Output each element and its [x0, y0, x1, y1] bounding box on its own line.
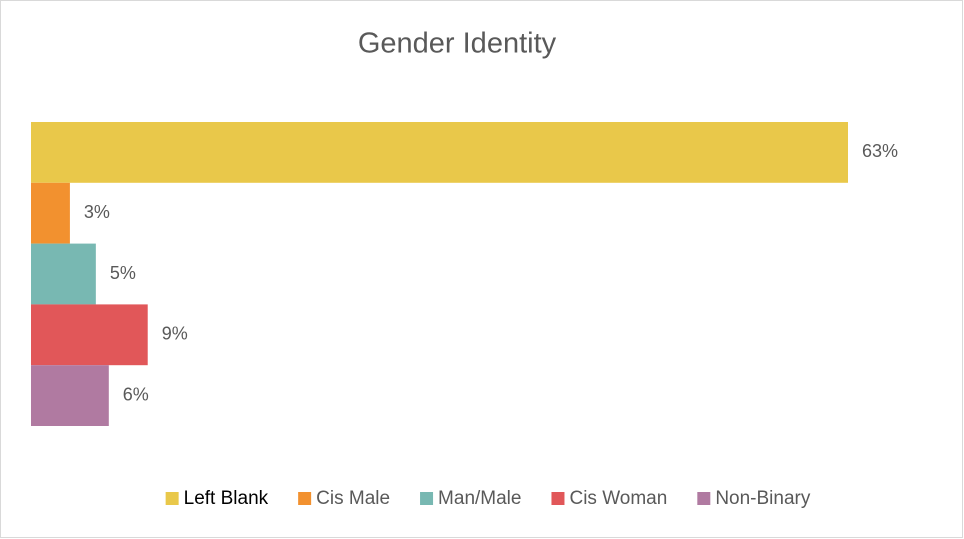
- bar: [31, 243, 96, 305]
- bar: [31, 365, 109, 426]
- bar: [31, 304, 148, 366]
- data-label: 9%: [162, 324, 188, 344]
- legend-swatch: [165, 492, 179, 505]
- legend-label: Cis Male: [316, 488, 390, 509]
- data-label: 63%: [862, 141, 898, 161]
- chart-title: Gender Identity: [358, 28, 557, 60]
- legend-swatch: [420, 492, 434, 505]
- legend-swatch: [298, 492, 312, 505]
- legend-label: Non-Binary: [715, 488, 811, 509]
- legend-label: Man/Male: [438, 488, 521, 509]
- data-label: 5%: [110, 263, 136, 283]
- data-label: 6%: [123, 384, 149, 404]
- data-label: 3%: [84, 202, 110, 222]
- bar: [31, 122, 848, 183]
- bar: [31, 182, 70, 244]
- legend-label: Left Blank: [184, 488, 269, 509]
- legend-swatch: [551, 492, 565, 505]
- legend-swatch: [697, 492, 711, 505]
- legend-label: Cis Woman: [569, 488, 667, 509]
